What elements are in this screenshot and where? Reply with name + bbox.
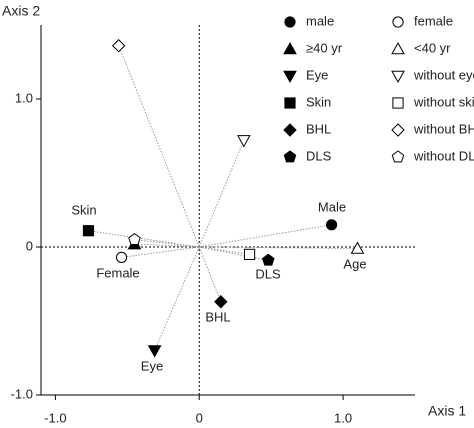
y-tick-label: 1.0 — [15, 90, 33, 105]
annotation: Female — [96, 265, 139, 280]
legend-marker — [283, 70, 297, 84]
legend-marker — [283, 123, 297, 137]
y-axis-label: Axis 2 — [2, 3, 40, 19]
vector-line — [88, 230, 200, 248]
legend-marker — [391, 150, 405, 163]
legend-marker — [392, 16, 404, 28]
point — [128, 232, 141, 245]
annotation: DLS — [255, 266, 281, 281]
legend-marker — [284, 97, 296, 109]
vector-line — [118, 45, 200, 248]
annotation: Age — [343, 256, 366, 271]
point — [115, 251, 128, 263]
point — [147, 345, 162, 358]
point — [243, 248, 256, 261]
y-tick-label: 0 — [26, 238, 33, 253]
annotation: Skin — [71, 202, 96, 217]
point — [111, 39, 126, 53]
legend-marker — [392, 97, 404, 109]
legend-label: BHL — [306, 121, 331, 136]
legend-label: without BHL — [413, 121, 474, 136]
point — [261, 253, 275, 266]
vector-line — [121, 246, 200, 258]
vector-line — [199, 246, 269, 261]
legend-marker — [284, 16, 296, 28]
point — [325, 219, 338, 231]
vector-line — [198, 140, 245, 248]
legend-marker — [283, 150, 297, 163]
legend-marker — [391, 70, 405, 84]
legend-label: ≥40 yr — [306, 40, 343, 55]
annotation: Male — [318, 199, 346, 214]
x-tick-label: -1.0 — [44, 410, 66, 425]
legend-label: Skin — [306, 94, 331, 109]
legend-marker — [391, 123, 405, 137]
legend-label: without DLS — [413, 148, 474, 163]
legend-marker — [283, 41, 297, 55]
x-axis-label: Axis 1 — [428, 403, 466, 419]
vector-line — [198, 246, 222, 302]
vector-line — [199, 246, 358, 249]
point — [82, 225, 95, 237]
point — [236, 135, 251, 148]
legend-label: without skin — [413, 94, 474, 109]
vector-line — [154, 246, 200, 351]
vector-line — [134, 239, 200, 248]
legend-marker — [391, 41, 405, 55]
annotation: BHL — [205, 309, 230, 324]
x-tick-label: 1.0 — [334, 410, 352, 425]
legend-label: Eye — [306, 67, 328, 82]
point — [214, 295, 228, 309]
legend-label: without eye — [413, 67, 474, 82]
point — [350, 241, 365, 254]
legend-label: male — [306, 13, 334, 28]
annotation: Eye — [141, 358, 163, 373]
legend-label: <40 yr — [414, 40, 451, 55]
y-tick-label: -1.0 — [11, 386, 33, 401]
legend-label: female — [414, 13, 453, 28]
vector-line — [199, 246, 250, 255]
vector-line — [199, 224, 332, 248]
legend-label: DLS — [306, 148, 332, 163]
x-tick-label: 0 — [196, 410, 203, 425]
